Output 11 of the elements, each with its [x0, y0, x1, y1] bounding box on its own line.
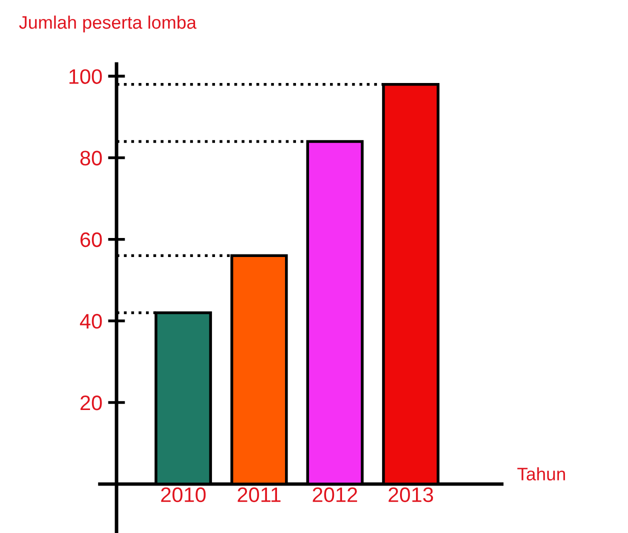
- y-tick-label: 100: [69, 69, 102, 84]
- y-axis-title: Jumlah peserta lomba: [19, 16, 196, 32]
- x-tick-label: 2013: [388, 487, 434, 502]
- x-tick-label: 2011: [238, 487, 280, 502]
- x-tick-label: 2012: [312, 487, 358, 502]
- x-axis-title: Tahun: [517, 467, 565, 480]
- x-tick-label: 2010: [161, 487, 206, 502]
- y-tick-label: 20: [80, 395, 102, 410]
- y-tick-label: 40: [80, 314, 102, 329]
- y-tick-label: 80: [80, 150, 102, 166]
- y-tick-label: 60: [80, 232, 102, 248]
